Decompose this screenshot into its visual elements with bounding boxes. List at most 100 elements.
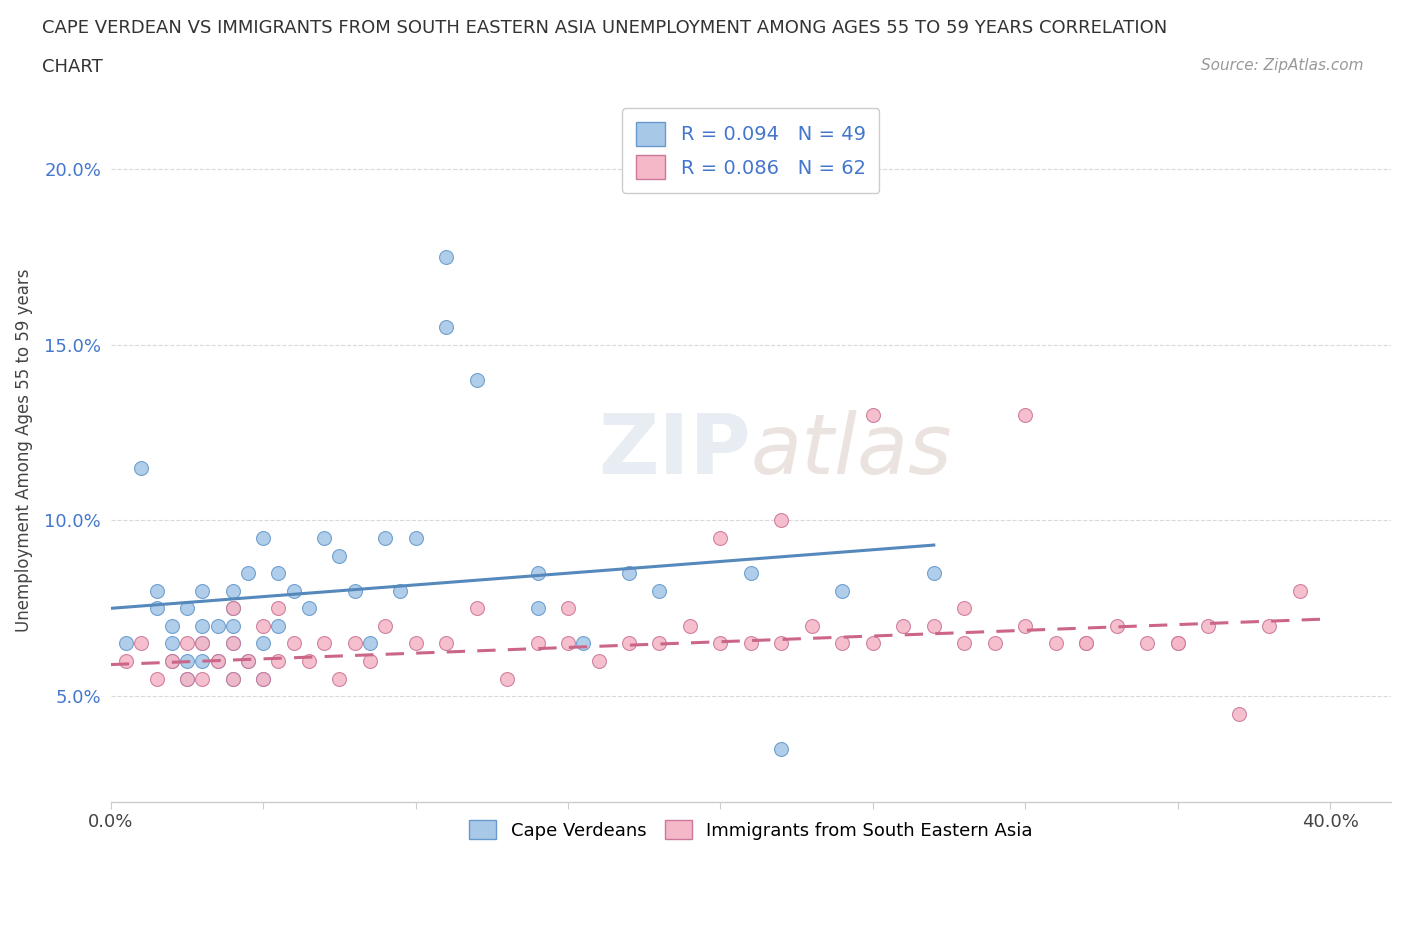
Point — [831, 636, 853, 651]
Text: atlas: atlas — [751, 410, 952, 491]
Point — [207, 654, 229, 669]
Point — [588, 654, 610, 669]
Point — [191, 671, 214, 686]
Point — [1197, 618, 1219, 633]
Point — [115, 654, 138, 669]
Y-axis label: Unemployment Among Ages 55 to 59 years: Unemployment Among Ages 55 to 59 years — [15, 269, 32, 631]
Point — [267, 565, 290, 580]
Point — [465, 601, 488, 616]
Point — [1167, 636, 1189, 651]
Point — [267, 654, 290, 669]
Point — [359, 654, 381, 669]
Point — [1045, 636, 1067, 651]
Point — [191, 636, 214, 651]
Point — [617, 565, 640, 580]
Point — [1167, 636, 1189, 651]
Point — [1076, 636, 1098, 651]
Point — [222, 601, 245, 616]
Point — [770, 741, 793, 756]
Point — [891, 618, 914, 633]
Point — [800, 618, 823, 633]
Point — [557, 601, 579, 616]
Point — [862, 407, 884, 422]
Point — [145, 601, 167, 616]
Point — [374, 531, 396, 546]
Point — [374, 618, 396, 633]
Point — [831, 583, 853, 598]
Point — [1227, 706, 1250, 721]
Point — [176, 601, 198, 616]
Point — [465, 372, 488, 387]
Point — [1258, 618, 1281, 633]
Point — [191, 583, 214, 598]
Point — [176, 671, 198, 686]
Point — [145, 671, 167, 686]
Point — [298, 654, 321, 669]
Point — [984, 636, 1007, 651]
Point — [252, 636, 274, 651]
Point — [526, 565, 548, 580]
Point — [389, 583, 412, 598]
Text: ZIP: ZIP — [599, 410, 751, 491]
Point — [236, 565, 259, 580]
Point — [222, 601, 245, 616]
Point — [222, 636, 245, 651]
Point — [252, 618, 274, 633]
Point — [252, 531, 274, 546]
Point — [283, 583, 305, 598]
Point — [1014, 618, 1036, 633]
Point — [709, 636, 731, 651]
Point — [648, 636, 671, 651]
Point — [405, 636, 427, 651]
Point — [405, 531, 427, 546]
Point — [207, 618, 229, 633]
Point — [267, 601, 290, 616]
Point — [222, 583, 245, 598]
Point — [176, 654, 198, 669]
Point — [236, 654, 259, 669]
Legend: Cape Verdeans, Immigrants from South Eastern Asia: Cape Verdeans, Immigrants from South Eas… — [460, 812, 1042, 849]
Point — [252, 671, 274, 686]
Point — [283, 636, 305, 651]
Point — [526, 636, 548, 651]
Point — [953, 636, 976, 651]
Point — [648, 583, 671, 598]
Text: Source: ZipAtlas.com: Source: ZipAtlas.com — [1201, 58, 1364, 73]
Point — [222, 618, 245, 633]
Point — [617, 636, 640, 651]
Point — [343, 583, 366, 598]
Point — [922, 618, 945, 633]
Point — [1105, 618, 1128, 633]
Point — [328, 548, 350, 563]
Point — [267, 618, 290, 633]
Point — [222, 671, 245, 686]
Point — [434, 249, 457, 264]
Point — [862, 636, 884, 651]
Point — [922, 565, 945, 580]
Point — [160, 654, 183, 669]
Point — [131, 636, 153, 651]
Point — [160, 618, 183, 633]
Point — [953, 601, 976, 616]
Point — [740, 636, 762, 651]
Point — [328, 671, 350, 686]
Point — [176, 671, 198, 686]
Point — [359, 636, 381, 651]
Point — [770, 513, 793, 528]
Point — [131, 460, 153, 475]
Point — [740, 565, 762, 580]
Point — [314, 531, 336, 546]
Point — [191, 618, 214, 633]
Point — [115, 636, 138, 651]
Text: CHART: CHART — [42, 58, 103, 75]
Point — [679, 618, 702, 633]
Point — [176, 636, 198, 651]
Point — [434, 320, 457, 335]
Point — [298, 601, 321, 616]
Point — [434, 636, 457, 651]
Point — [496, 671, 519, 686]
Text: CAPE VERDEAN VS IMMIGRANTS FROM SOUTH EASTERN ASIA UNEMPLOYMENT AMONG AGES 55 TO: CAPE VERDEAN VS IMMIGRANTS FROM SOUTH EA… — [42, 19, 1167, 36]
Point — [1014, 407, 1036, 422]
Point — [222, 636, 245, 651]
Point — [191, 654, 214, 669]
